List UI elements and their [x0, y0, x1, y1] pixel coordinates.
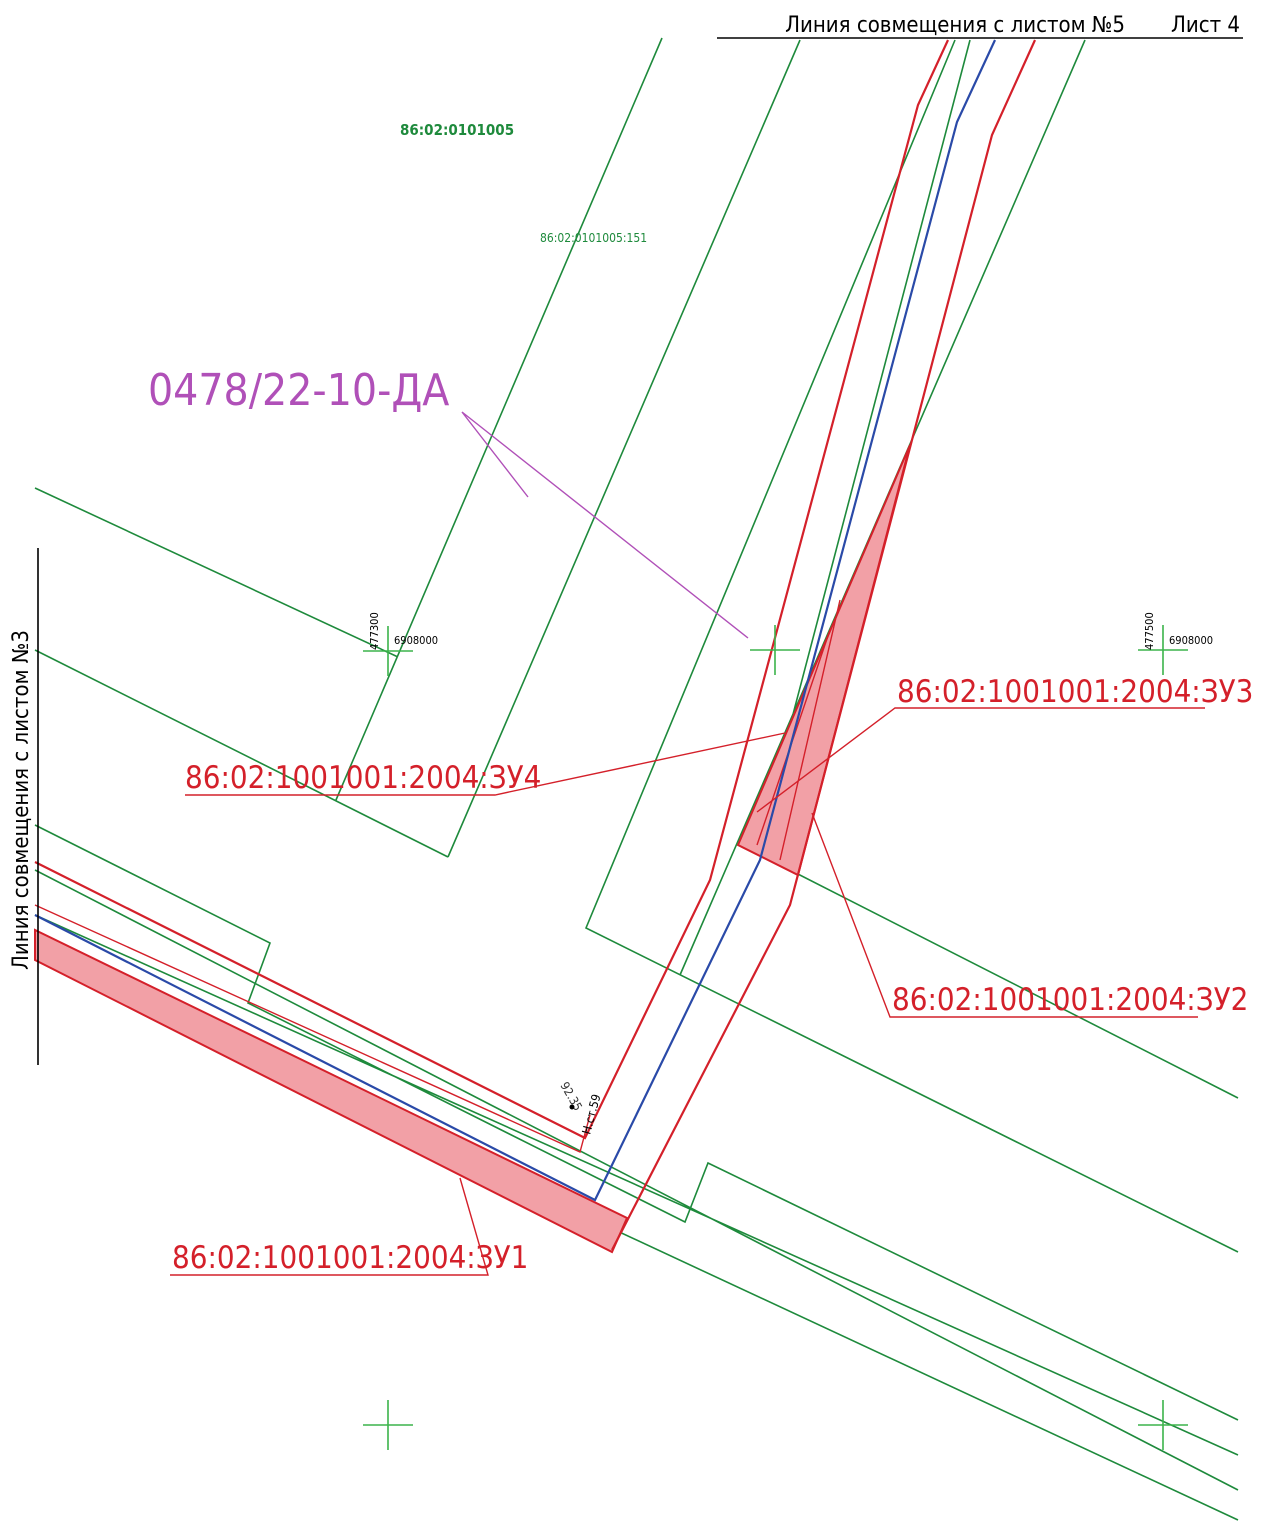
coord-x: 477300	[368, 612, 381, 650]
plot-label: 86:02:1001001:2004:ЗУ4	[185, 760, 541, 796]
coord-y: 6908000	[394, 634, 438, 647]
left-match-line: Линия совмещения с листом №3	[9, 630, 34, 970]
block-label: 86:02:0101005	[400, 121, 514, 139]
project-code: 0478/22-10-ДА	[148, 365, 449, 416]
parcel-label: 86:02:0101005:151	[540, 231, 647, 245]
station-label: Н.ст.59	[579, 1092, 603, 1135]
plot-label: 86:02:1001001:2004:ЗУ3	[897, 674, 1253, 710]
elevation-point	[569, 1104, 575, 1110]
sheet-label: Лист 4	[1171, 13, 1240, 38]
match-line-label: Линия совмещения с листом №5	[785, 13, 1125, 38]
coord-y: 6908000	[1169, 634, 1213, 647]
red-boundaries	[34, 39, 1037, 1254]
leaders	[37, 37, 1243, 1276]
crosses	[363, 625, 1188, 1450]
coord-x: 477500	[1143, 612, 1156, 650]
plot-label: 86:02:1001001:2004:ЗУ1	[172, 1240, 528, 1276]
plot-label: 86:02:1001001:2004:ЗУ2	[892, 982, 1248, 1018]
